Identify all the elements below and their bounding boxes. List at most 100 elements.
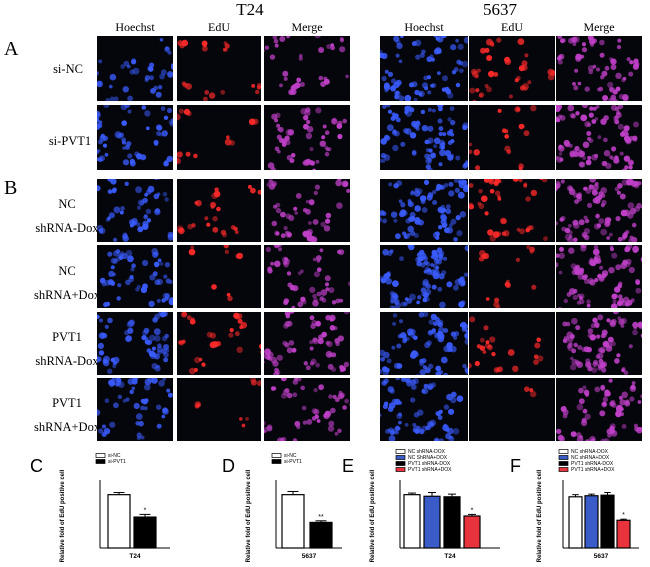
column-header-edu-t24: EdU [208, 20, 230, 34]
legend-swatch-3 [558, 467, 569, 472]
bar-chart-e: Relative fold of EdU positive cell NC shR… [370, 449, 500, 562]
row-label-line2: shRNA+Dox [34, 420, 101, 434]
micrograph-tile-t24-a1-merge [264, 105, 350, 170]
row-label-line2: shRNA-Dox [35, 354, 99, 368]
legend-swatch-1 [271, 459, 282, 464]
significance-mark-1: ** [318, 514, 324, 521]
legend-label-0: si-NC [284, 453, 297, 459]
legend-swatch-3 [395, 467, 406, 472]
legend-swatch-1 [95, 459, 106, 464]
micrograph-tile-t24-b0-edu [177, 179, 261, 242]
x-axis-label: T24 [444, 553, 456, 560]
legend-label-2: PVT1 shRNA-DOX [571, 461, 614, 467]
micrograph-tile-t24-b1-hoechst [97, 245, 173, 308]
significance-mark-3: * [471, 507, 474, 514]
micrograph-tile-5637-b2-merge [556, 312, 642, 375]
legend-swatch-0 [395, 449, 406, 454]
bar-2 [443, 496, 461, 549]
legend-swatch-0 [271, 453, 282, 458]
row-label-line1: NC [58, 264, 76, 278]
bar-1 [423, 495, 441, 549]
micrograph-tile-5637-b3-edu [469, 378, 555, 441]
micrograph-tile-5637-a1-hoechst [380, 105, 468, 170]
bar-0 [281, 494, 305, 549]
chart-letter-e: E [342, 456, 355, 476]
column-header-edu-5637: EdU [501, 20, 523, 34]
column-header-merge-t24: Merge [291, 20, 323, 34]
row-label-si-nc: si-NC [38, 62, 98, 77]
legend-swatch-1 [395, 455, 406, 460]
micrograph-tile-5637-b1-hoechst [380, 245, 468, 308]
micrograph-tile-t24-a0-edu [177, 36, 261, 101]
x-axis-label: 5637 [594, 553, 609, 560]
y-axis-label: Relative fold of EdU positive cell [246, 469, 252, 562]
column-header-merge-5637: Merge [583, 20, 615, 34]
bar-1 [584, 495, 599, 549]
significance-mark-3: * [622, 512, 625, 519]
legend-swatch-0 [95, 453, 106, 458]
bar-1 [133, 516, 157, 549]
panel-letter-b: B [4, 177, 18, 199]
x-axis-label: 5637 [302, 553, 317, 560]
cell-line-title-5637: 5637 [483, 0, 517, 19]
micrograph-tile-t24-b2-edu [177, 312, 261, 375]
legend-label-0: NC shRNA-DOX [408, 449, 446, 455]
row-label-pvt1-shrna-minus-dox: PVT1 shRNA-Dox [34, 325, 100, 373]
y-axis-label: Relative fold of EdU positive cell [537, 469, 543, 562]
row-label-si-pvt1: si-PVT1 [38, 134, 102, 149]
row-label-line1: NC [58, 197, 76, 211]
micrograph-tile-5637-a0-edu [469, 36, 555, 101]
micrograph-tile-t24-a1-edu [177, 105, 261, 170]
column-header-hoechst-5637: Hoechst [404, 20, 444, 34]
micrograph-tile-5637-b2-edu [469, 312, 555, 375]
micrograph-tile-t24-b1-merge [264, 245, 350, 308]
legend-swatch-2 [395, 461, 406, 466]
legend-label-3: PVT1 shRNA+DOX [408, 467, 452, 473]
significance-mark-1: * [144, 507, 147, 514]
legend-label-3: PVT1 shRNA+DOX [571, 467, 615, 473]
chart-letter-d: D [222, 456, 235, 476]
bar-0 [107, 494, 131, 549]
bar-0 [568, 496, 583, 549]
micrograph-tile-t24-b3-edu [177, 378, 261, 441]
micrograph-tile-t24-b1-edu [177, 245, 261, 308]
legend-label-1: NC shRNA+DOX [571, 455, 610, 461]
row-label-line2: shRNA-Dox [35, 221, 99, 235]
bar-1 [309, 521, 333, 549]
legend-swatch-2 [558, 461, 569, 466]
micrograph-tile-5637-b3-hoechst [380, 378, 468, 441]
cell-line-title-t24: T24 [236, 0, 264, 19]
micrograph-tile-t24-b3-merge [264, 378, 350, 441]
legend-swatch-0 [558, 449, 569, 454]
row-label-line1: si-NC [53, 62, 83, 76]
micrograph-tile-5637-b2-hoechst [380, 312, 468, 375]
legend-swatch-1 [558, 455, 569, 460]
micrograph-tile-t24-b0-merge [264, 179, 350, 242]
bar-3 [463, 515, 481, 549]
row-label-nc-shrna-minus-dox: NC shRNA-Dox [34, 192, 100, 240]
y-axis-label: Relative fold of EdU positive cell [60, 469, 66, 562]
bar-chart-d: Relative fold of EdU positive cell si-NC *… [246, 453, 342, 562]
legend-label-1: si-PVT1 [108, 459, 126, 465]
legend-label-2: PVT1 shRNA-DOX [408, 461, 451, 467]
legend-label-1: NC ShRNA+DOX [408, 455, 448, 461]
y-axis-label: Relative fold of EdU positive cell [370, 469, 376, 562]
panel-letter-a: A [4, 38, 19, 60]
micrograph-tile-5637-b0-hoechst [380, 179, 468, 242]
bar-chart-c: Relative fold of EdU positive cell si-NC *… [60, 453, 170, 562]
micrograph-tile-5637-b1-edu [469, 245, 555, 308]
legend-label-1: si-PVT1 [284, 459, 302, 465]
row-label-pvt1-shrna-plus-dox: PVT1 shRNA+Dox [34, 391, 100, 439]
micrograph-tile-t24-a1-hoechst [97, 105, 173, 170]
micrograph-tile-t24-b3-hoechst [97, 378, 173, 441]
legend-label-0: si-NC [108, 453, 121, 459]
micrograph-tile-t24-b0-hoechst [97, 179, 173, 242]
micrograph-tile-t24-b2-hoechst [97, 312, 173, 375]
bar-0 [403, 494, 421, 549]
row-label-nc-shrna-plus-dox: NC shRNA+Dox [34, 259, 100, 307]
x-axis-label: T24 [129, 553, 141, 560]
micrograph-tile-5637-b0-merge [556, 179, 642, 242]
column-header-hoechst-t24: Hoechst [115, 20, 155, 34]
bar-chart-f: Relative fold of EdU positive cell NC shR… [537, 449, 639, 562]
bar-3 [616, 519, 631, 549]
